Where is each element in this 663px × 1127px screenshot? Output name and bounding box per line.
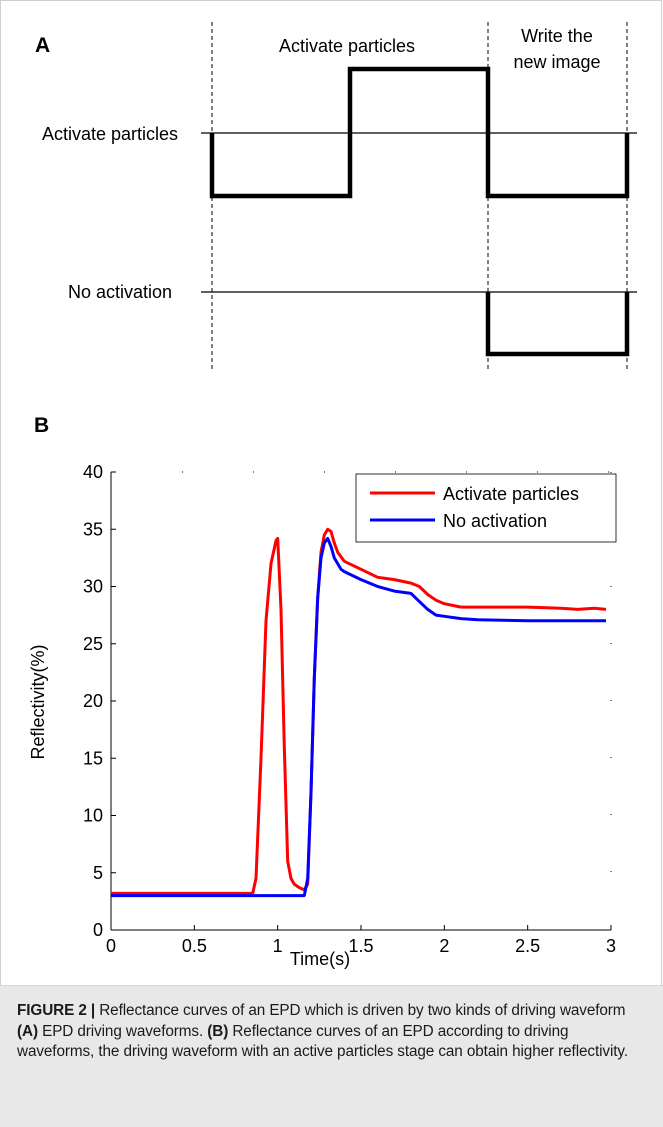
y-tick-label: 30 — [83, 577, 103, 597]
legend-label-no-activation: No activation — [443, 511, 547, 531]
x-tick-label: 2.5 — [515, 936, 540, 956]
y-tick-label: 10 — [83, 806, 103, 826]
x-tick-label: 0.5 — [182, 936, 207, 956]
figure-caption: FIGURE 2 | Reflectance curves of an EPD … — [17, 1001, 649, 1063]
caption-figure-label: FIGURE 2 | — [17, 1002, 96, 1019]
caption-a-label: (A) — [17, 1022, 38, 1040]
caption-a-text: EPD driving waveforms. — [37, 1022, 208, 1040]
y-tick-label: 5 — [93, 863, 103, 883]
legend-box — [355, 473, 617, 543]
panel-a-label: A — [35, 34, 50, 57]
row-label-activate: Activate particles — [42, 124, 178, 144]
panel-b-label: B — [34, 414, 49, 437]
y-tick-label: 35 — [83, 519, 103, 539]
x-tick-label: 1.5 — [348, 936, 373, 956]
row-label-no-activation: No activation — [68, 282, 172, 302]
caption-b-text: Reflectance curves of an EPD according t… — [17, 1022, 628, 1061]
chart-series — [111, 527, 607, 898]
waveform-activate — [209, 66, 630, 199]
y-tick-label: 40 — [83, 462, 103, 482]
series-line-activate — [111, 527, 607, 895]
y-tick-label: 25 — [83, 634, 103, 654]
stage-label-write-2: new image — [513, 52, 600, 72]
stage-label-write-1: Write the — [521, 26, 593, 46]
series-line-no-activation — [111, 536, 606, 898]
x-tick-label: 3 — [606, 936, 616, 956]
x-axis-title: Time(s) — [290, 949, 350, 969]
y-tick-label: 20 — [83, 691, 103, 711]
x-tick-label: 1 — [273, 936, 283, 956]
y-tick-label: 15 — [83, 748, 103, 768]
stage-label-activate: Activate particles — [279, 36, 415, 56]
y-tick-label: 0 — [93, 920, 103, 940]
caption-b-label: (B) — [207, 1022, 229, 1040]
legend-label-activate: Activate particles — [443, 484, 579, 504]
x-tick-label: 0 — [106, 936, 116, 956]
y-axis-title: Reflectivity(%) — [28, 644, 48, 759]
chart-legend: Activate particles No activation — [355, 473, 617, 543]
panel-a-waveforms: A Activate particles Write the new image… — [35, 22, 637, 372]
caption-text: Reflectance curves of an EPD which is dr… — [95, 1002, 626, 1019]
caption-box — [0, 985, 663, 1127]
x-tick-label: 2 — [439, 936, 449, 956]
waveform-no-activation — [485, 292, 630, 357]
